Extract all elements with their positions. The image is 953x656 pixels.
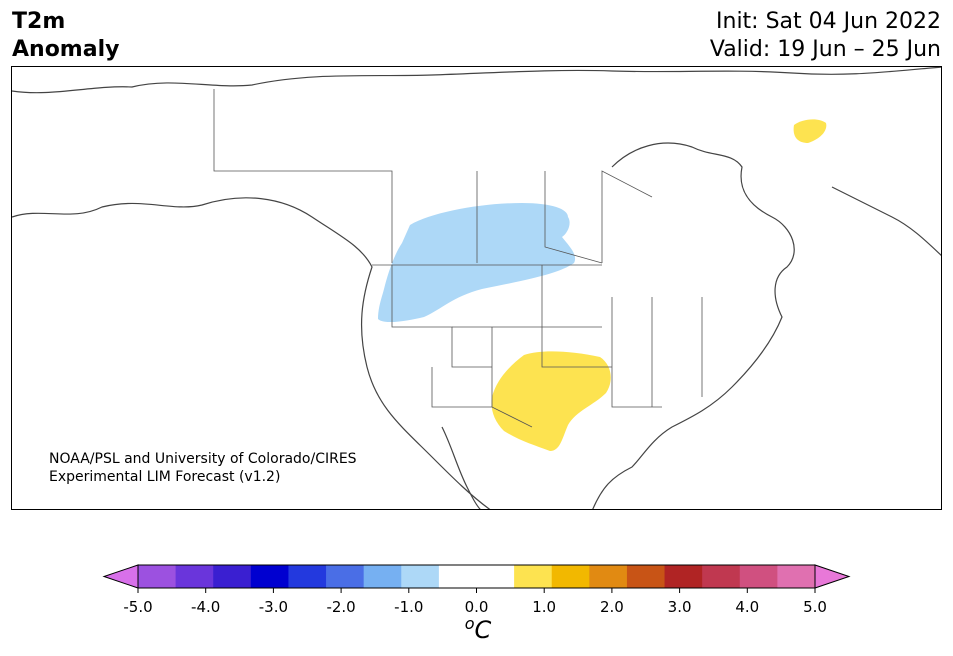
- colorbar-unit: oC: [464, 614, 492, 644]
- credit-line-2: Experimental LIM Forecast (v1.2): [49, 469, 281, 485]
- colorbar-cells: [138, 565, 816, 588]
- cool-anomaly-region: [378, 203, 576, 323]
- colorbar-tick-label: 2.0: [599, 598, 624, 616]
- colorbar-cell: [288, 565, 327, 588]
- colorbar-tick-label: 4.0: [735, 598, 760, 616]
- title-variable: T2m: [12, 9, 66, 34]
- colorbar-cell: [551, 565, 590, 588]
- warm-anomaly-region: [491, 351, 611, 451]
- colorbar-cell: [213, 565, 252, 588]
- map-canvas: [12, 67, 941, 509]
- colorbar-cell: [401, 565, 440, 588]
- colorbar-cell: [175, 565, 214, 588]
- colorbar-cell: [626, 565, 666, 588]
- colorbar-high-extend: [814, 564, 851, 589]
- colorbar-ticks: [137, 588, 816, 593]
- colorbar-cell: [138, 565, 177, 588]
- valid-range: Valid: 19 Jun – 25 Jun: [709, 37, 941, 62]
- colorbar-cell: [514, 565, 553, 588]
- colorbar-tick-label: -1.0: [394, 598, 424, 616]
- credit-line-1: NOAA/PSL and University of Colorado/CIRE…: [49, 451, 357, 467]
- political-borders: [213, 89, 703, 428]
- coastlines: [12, 67, 941, 509]
- colorbar-cell: [739, 565, 778, 588]
- colorbar-cell: [476, 565, 515, 588]
- colorbar-tick-label: -3.0: [258, 598, 289, 616]
- colorbar-cell: [438, 565, 477, 588]
- forecast-map: NOAA/PSL and University of Colorado/CIRE…: [11, 66, 942, 510]
- unit-superscript: o: [464, 614, 475, 633]
- colorbar-cell: [326, 565, 365, 588]
- arctic-warm-anomaly-region: [793, 119, 827, 143]
- colorbar-cell: [363, 565, 402, 588]
- colorbar-cell: [777, 565, 816, 588]
- colorbar-cell: [589, 565, 628, 588]
- title-subtitle: Anomaly: [12, 37, 120, 62]
- colorbar-tick-label: 3.0: [667, 598, 692, 616]
- credit-text: NOAA/PSL and University of Colorado/CIRE…: [49, 450, 357, 486]
- colorbar-tick-label: 0.0: [464, 598, 489, 616]
- colorbar-tick-label: 1.0: [532, 598, 557, 616]
- colorbar-tick-label: -5.0: [123, 598, 153, 616]
- colorbar-cell: [250, 565, 289, 588]
- colorbar-tick-label: -2.0: [326, 598, 356, 616]
- forecast-dates: Init: Sat 04 Jun 2022 Valid: 19 Jun – 25…: [710, 8, 941, 64]
- map-title: T2m Anomaly: [12, 8, 119, 64]
- colorbar-cell: [664, 565, 703, 588]
- colorbar-low-extend: [102, 564, 139, 589]
- init-date: Init: Sat 04 Jun 2022: [716, 9, 941, 34]
- colorbar-tick-label: -4.0: [191, 598, 221, 616]
- colorbar-tick-label: 5.0: [803, 598, 827, 616]
- colorbar-cell: [702, 565, 741, 588]
